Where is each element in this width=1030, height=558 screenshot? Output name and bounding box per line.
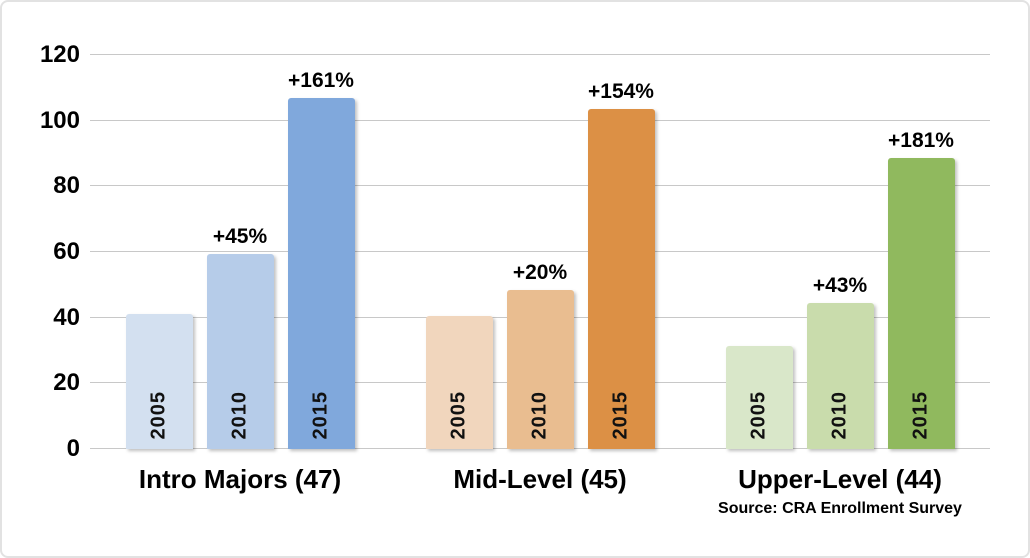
y-tick-label: 20 xyxy=(53,369,80,397)
bar: 2010 +43% xyxy=(806,274,874,449)
bar-delta-label: +43% xyxy=(812,273,868,297)
y-tick-label: 40 xyxy=(53,303,80,331)
gridline xyxy=(90,251,990,252)
gridline xyxy=(90,54,990,55)
bar-group: 2005 2010 +20% 2015 +154% xyxy=(390,55,690,449)
bar: 2005 xyxy=(425,316,493,449)
bar-delta-label: +161% xyxy=(288,68,354,92)
group-label-cell: Mid-Level (45) xyxy=(390,464,690,518)
bar-year-label: 2010 xyxy=(828,390,851,440)
x-axis: Intro Majors (47) Mid-Level (45) Upper-L… xyxy=(90,464,990,518)
gridline xyxy=(90,185,990,187)
y-tick-label: 120 xyxy=(39,41,80,68)
plot-area: 2005 2010 +45% 2015 +161% 2005 2010 +20% 2015 +15… xyxy=(90,54,990,449)
bar-year-label: 2010 xyxy=(528,390,551,440)
bar-year-label: 2015 xyxy=(309,390,332,440)
group-label-intro-majors: Intro Majors (47) xyxy=(138,464,342,494)
y-tick-label: 0 xyxy=(66,435,80,462)
bar: 2005 xyxy=(725,345,793,449)
bar: 2015 +161% xyxy=(287,69,355,449)
bar-year-label: 2005 xyxy=(147,390,170,440)
bar-delta-label: +20% xyxy=(512,260,568,284)
bar: 2005 xyxy=(125,314,193,449)
bar-year-label: 2015 xyxy=(909,390,932,440)
bar-year-label: 2005 xyxy=(747,390,770,440)
bar-delta-label: +181% xyxy=(888,129,954,153)
bar-delta-label: +154% xyxy=(588,80,654,104)
group-label-cell: Upper-Level (44) Source: CRA Enrollment … xyxy=(690,464,990,518)
group-label-cell: Intro Majors (47) xyxy=(90,464,390,518)
bar-year-label: 2015 xyxy=(609,390,632,440)
bar-group: 2005 2010 +45% 2015 +161% xyxy=(90,55,390,449)
y-tick-label: 100 xyxy=(39,106,80,134)
y-axis: 0 20 40 60 80 100 120 xyxy=(16,43,80,461)
bar-delta-label: +45% xyxy=(212,224,268,248)
bar: 2015 +181% xyxy=(887,129,955,449)
gridline xyxy=(90,119,990,121)
group-label-upper-level: Upper-Level (44) xyxy=(738,464,942,494)
source-note: Source: CRA Enrollment Survey xyxy=(718,499,962,517)
bar-year-label: 2010 xyxy=(228,390,251,440)
bar: 2010 +45% xyxy=(206,225,274,449)
bar: 2010 +20% xyxy=(506,261,574,449)
bar: 2015 +154% xyxy=(587,80,655,449)
bar-group: 2005 2010 +43% 2015 +181% xyxy=(690,55,990,449)
y-tick-label: 60 xyxy=(53,238,80,265)
bar-year-label: 2005 xyxy=(447,390,470,440)
group-label-mid-level: Mid-Level (45) xyxy=(453,464,627,494)
y-tick-label: 80 xyxy=(53,172,80,200)
